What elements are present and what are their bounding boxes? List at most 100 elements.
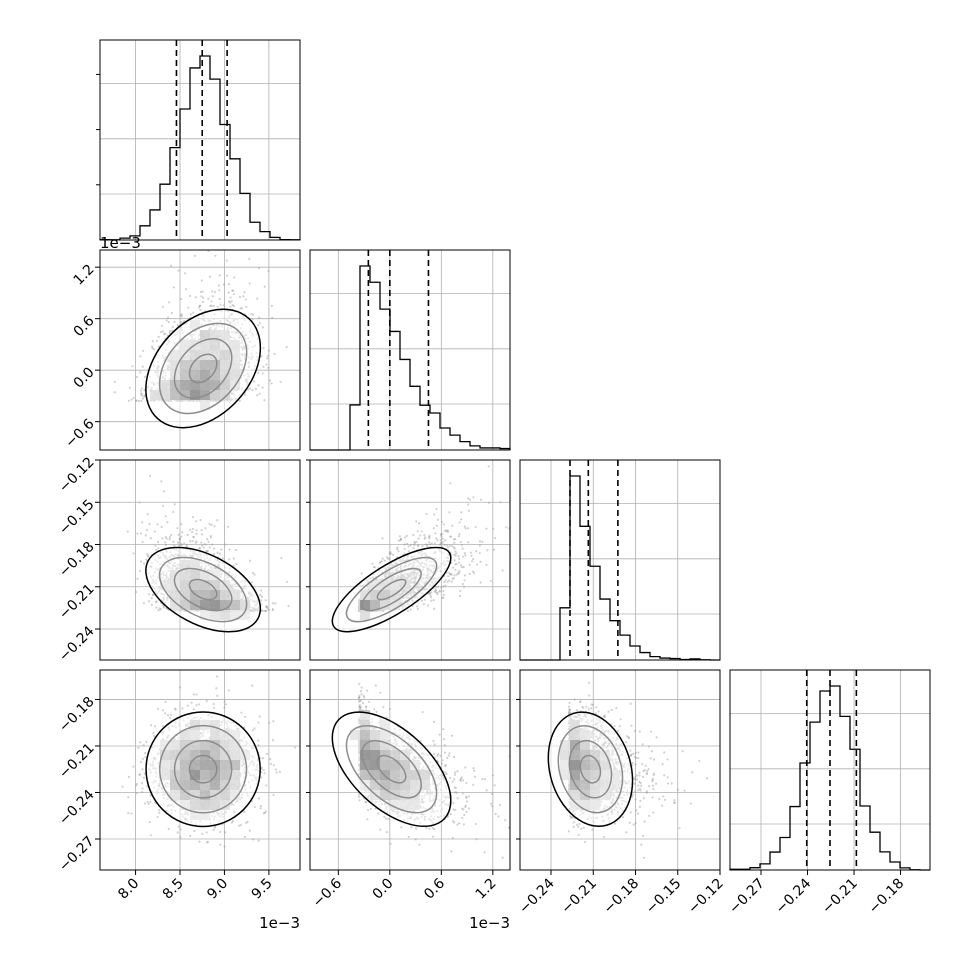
sample-point: [164, 515, 167, 518]
sample-point: [243, 291, 246, 294]
sample-point: [200, 295, 203, 298]
sample-point: [186, 533, 189, 537]
sample-point: [210, 300, 213, 303]
sample-point: [141, 540, 144, 543]
sample-point: [178, 544, 181, 548]
sample-point: [209, 534, 212, 538]
sample-point: [178, 538, 182, 541]
sample-point: [423, 534, 426, 537]
sample-point: [210, 543, 214, 546]
sample-point: [426, 604, 430, 607]
sample-point: [472, 496, 475, 499]
sample-point: [167, 320, 170, 324]
sample-point: [192, 311, 195, 314]
sample-point: [168, 301, 171, 304]
sample-point: [248, 282, 251, 285]
sample-point: [145, 528, 149, 532]
sample-point: [458, 594, 462, 598]
sample-point: [173, 544, 176, 547]
sample-point: [155, 339, 158, 342]
sample-point: [195, 540, 198, 543]
sample-point: [183, 272, 187, 275]
panel-frame: [729, 669, 931, 871]
sample-point: [260, 609, 263, 612]
sample-point: [265, 363, 268, 366]
sample-point: [149, 474, 152, 477]
sample-point: [405, 534, 408, 537]
sample-point: [131, 365, 134, 368]
sample-point: [155, 600, 158, 603]
sample-point: [192, 536, 195, 539]
sample-point: [206, 538, 209, 541]
sample-point: [172, 286, 176, 289]
sample-point: [225, 259, 228, 262]
sample-point: [180, 315, 183, 318]
sample-point: [154, 548, 158, 551]
sample-point: [273, 352, 276, 355]
sample-point: [423, 598, 427, 601]
sample-point: [218, 274, 221, 277]
sample-point: [254, 387, 258, 390]
sample-point: [161, 305, 165, 308]
sample-point: [204, 527, 207, 530]
sample-point: [258, 316, 261, 319]
sample-point: [161, 330, 164, 333]
sample-point: [279, 380, 282, 384]
sample-point: [228, 558, 231, 561]
sample-point: [144, 534, 147, 537]
sample-point: [232, 564, 235, 567]
sample-point: [198, 547, 201, 550]
sample-point: [185, 543, 189, 546]
sample-point: [159, 330, 162, 334]
sample-point: [191, 527, 195, 531]
sample-point: [242, 295, 245, 298]
sample-point: [160, 480, 163, 483]
sample-point: [267, 270, 270, 273]
sample-point: [189, 313, 192, 316]
contours: [145, 308, 262, 429]
sample-point: [229, 305, 232, 308]
sample-point: [140, 399, 143, 403]
sample-point: [139, 389, 143, 392]
sample-point: [142, 562, 146, 565]
hist-panel-0: [96, 39, 301, 241]
sample-point: [285, 346, 288, 349]
sample-point: [195, 520, 198, 523]
sample-point: [168, 536, 171, 539]
sample-point: [137, 399, 140, 403]
sample-point: [132, 396, 135, 400]
sample-point: [248, 257, 251, 261]
sample-point: [113, 380, 116, 384]
sample-point: [423, 537, 426, 540]
panel-frame: [519, 459, 721, 661]
sample-point: [264, 609, 267, 612]
sample-point: [210, 523, 213, 526]
sample-point: [200, 279, 203, 282]
panel-frame: [99, 39, 301, 241]
sample-point: [213, 290, 217, 294]
sample-point: [169, 533, 173, 537]
sample-point: [478, 551, 481, 555]
sample-point: [157, 609, 160, 612]
sample-point: [148, 523, 151, 526]
sample-point: [439, 542, 442, 545]
sample-point: [152, 594, 155, 597]
sample-point: [200, 541, 203, 544]
sample-point: [271, 602, 275, 605]
sample-point: [143, 389, 146, 392]
sample-point: [257, 371, 260, 374]
sample-point: [455, 552, 458, 555]
sample-point: [262, 347, 265, 350]
sample-point: [113, 391, 116, 394]
sample-point: [378, 561, 382, 564]
histogram-3: [729, 685, 930, 871]
panel-frame: [99, 459, 301, 661]
sample-point: [145, 553, 148, 556]
sample-point: [243, 393, 247, 396]
sample-point: [146, 555, 150, 558]
sample-point: [140, 393, 143, 396]
sample-point: [229, 301, 232, 304]
sample-point: [280, 556, 283, 560]
sample-point: [259, 593, 262, 597]
sample-point: [265, 605, 268, 608]
